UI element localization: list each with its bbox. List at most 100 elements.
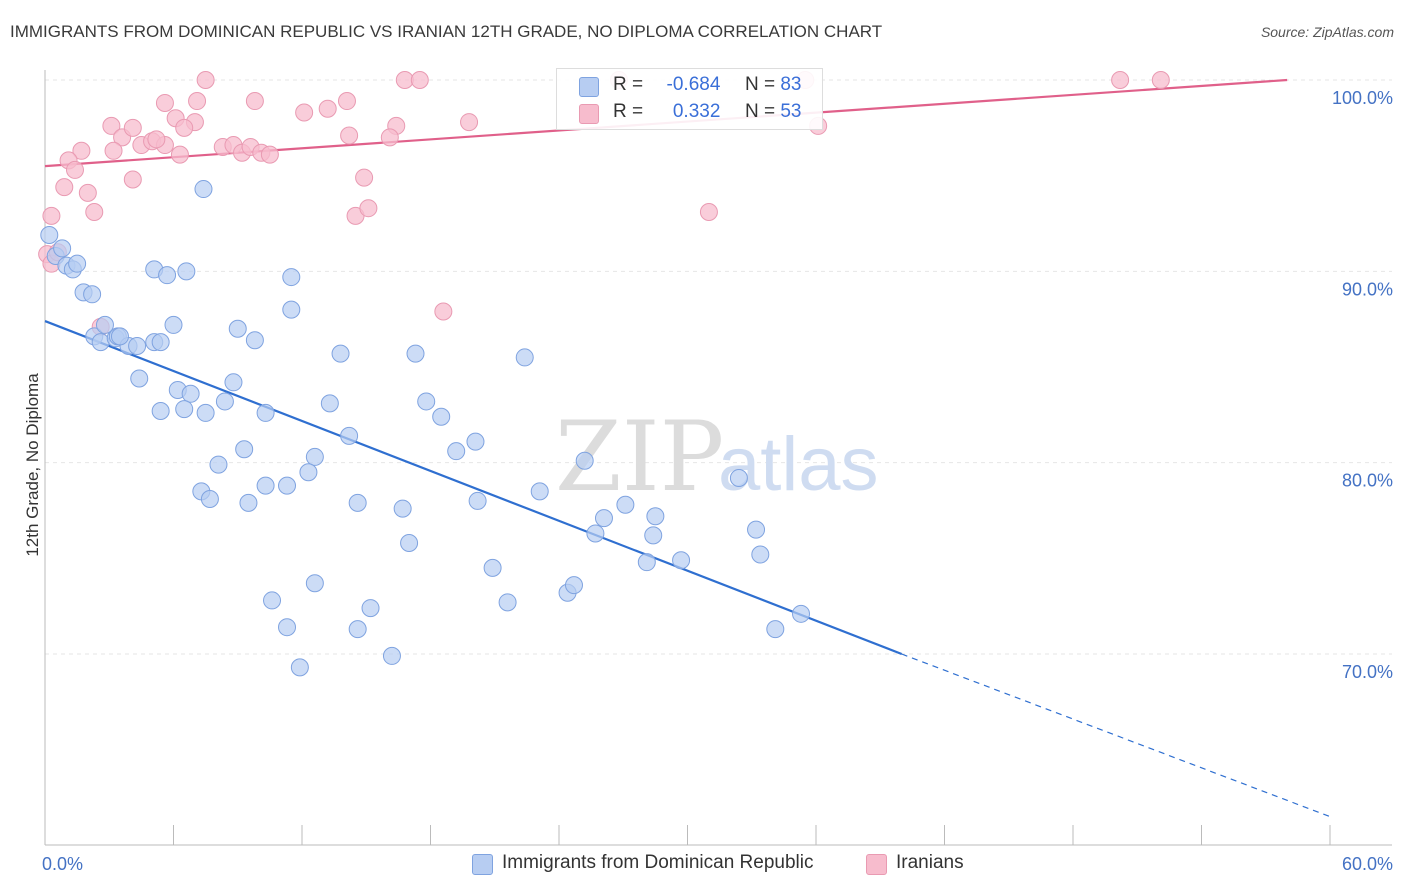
dominican-point (228, 319, 247, 338)
dominican-point (616, 495, 635, 514)
iranians-point (85, 203, 104, 222)
dominican-point (320, 394, 339, 413)
legend-r-value: 0.332 (672, 101, 721, 122)
iranians-point (359, 199, 378, 218)
dominican-point (239, 493, 258, 512)
dominican-point (200, 490, 219, 509)
dominican-point (747, 520, 766, 539)
dominican-point (348, 620, 367, 639)
iranians-point (1111, 71, 1130, 89)
bottom-legend-swatch-pink (866, 854, 887, 875)
dominican-point (181, 384, 200, 403)
dominican-point (215, 392, 234, 411)
dominican-trend-line (44, 320, 903, 656)
iranians-point (337, 92, 356, 111)
dominican-point (406, 344, 425, 363)
dominican-points (40, 180, 811, 677)
bottom-legend-swatch-blue (472, 854, 493, 875)
dominican-point (340, 426, 359, 445)
legend-n-label: N = (744, 74, 776, 95)
dominican-point (348, 493, 367, 512)
dominican-point (400, 534, 419, 553)
iranians-point (395, 71, 414, 89)
iranians-point (175, 118, 194, 137)
iranians-point (699, 203, 718, 222)
dominican-point (331, 344, 350, 363)
dominican-point (305, 447, 324, 466)
dominican-point (637, 553, 656, 572)
dominican-point (299, 463, 318, 482)
dominican-point (256, 403, 275, 422)
bottom-legend-label-dominican: Immigrants from Dominican Republic (502, 852, 814, 873)
dominican-point (382, 646, 401, 665)
dominican-point (393, 499, 412, 518)
dominican-point (177, 262, 196, 281)
dominican-point (644, 526, 663, 545)
iranians-point (460, 113, 479, 132)
iranians-point (1151, 71, 1170, 89)
dominican-point (209, 455, 228, 474)
legend-swatch-pink (579, 104, 599, 124)
dominican-point (196, 403, 215, 422)
iranians-point (318, 99, 337, 118)
dominican-point (575, 451, 594, 470)
dominican-point (151, 333, 170, 352)
dominican-point (466, 432, 485, 451)
legend-r-value: -0.684 (666, 74, 721, 95)
dominican-point (586, 524, 605, 543)
dominican-point (766, 620, 785, 639)
iranians-point (340, 126, 359, 145)
dominican-point (361, 599, 380, 618)
legend-r-label: R = (613, 74, 644, 95)
iranians-point (78, 183, 97, 202)
dominican-point (594, 509, 613, 528)
dominican-point (40, 225, 59, 244)
dominican-trend-extension (901, 653, 1331, 818)
dominican-point (95, 315, 114, 334)
y-axis-label: 12th Grade, No Diploma (23, 373, 42, 557)
y-tick-label: 70.0% (1342, 662, 1393, 682)
dominican-point (305, 574, 324, 593)
dominican-point (158, 266, 177, 285)
dominican-point (278, 476, 297, 495)
dominican-point (515, 348, 534, 367)
dominican-point (235, 440, 254, 459)
dominican-point (564, 576, 583, 595)
iranians-point (104, 141, 123, 160)
dominican-point (751, 545, 770, 564)
dominican-point (282, 268, 301, 287)
dominican-point (282, 300, 301, 319)
legend-n-label: N = (744, 101, 776, 122)
iranians-point (102, 116, 121, 135)
dominican-point (447, 442, 466, 461)
iranians-point (72, 141, 91, 160)
dominican-point (530, 482, 549, 501)
dominican-point (256, 476, 275, 495)
tick-labels: 100.0% 90.0% 80.0% 70.0% 0.0% 60.0% (42, 88, 1393, 874)
iranians-point (123, 170, 142, 189)
legend-n-value: 53 (780, 101, 802, 122)
legend-r-label: R = (613, 101, 644, 122)
y-tick-label: 80.0% (1342, 471, 1393, 491)
dominican-point (53, 239, 72, 258)
dominican-point (483, 558, 502, 577)
dominican-point (164, 315, 183, 334)
x-tick-label: 60.0% (1342, 854, 1393, 874)
watermark-atlas: atlas (718, 422, 879, 507)
dominican-point (224, 373, 243, 392)
dominican-point (729, 468, 748, 487)
source-credit: Source: ZipAtlas.com (1260, 24, 1394, 40)
iranians-point (410, 71, 429, 89)
dominican-point (792, 604, 811, 623)
iranians-point (55, 178, 74, 197)
axes (44, 70, 1392, 846)
dominican-point (672, 551, 691, 570)
iranians-point (196, 71, 215, 89)
dominican-point (194, 180, 213, 199)
dominican-point (290, 658, 309, 677)
iranians-point (147, 130, 166, 149)
dominican-point (68, 254, 87, 273)
iranians-point (245, 92, 264, 111)
iranians-point (170, 145, 189, 164)
